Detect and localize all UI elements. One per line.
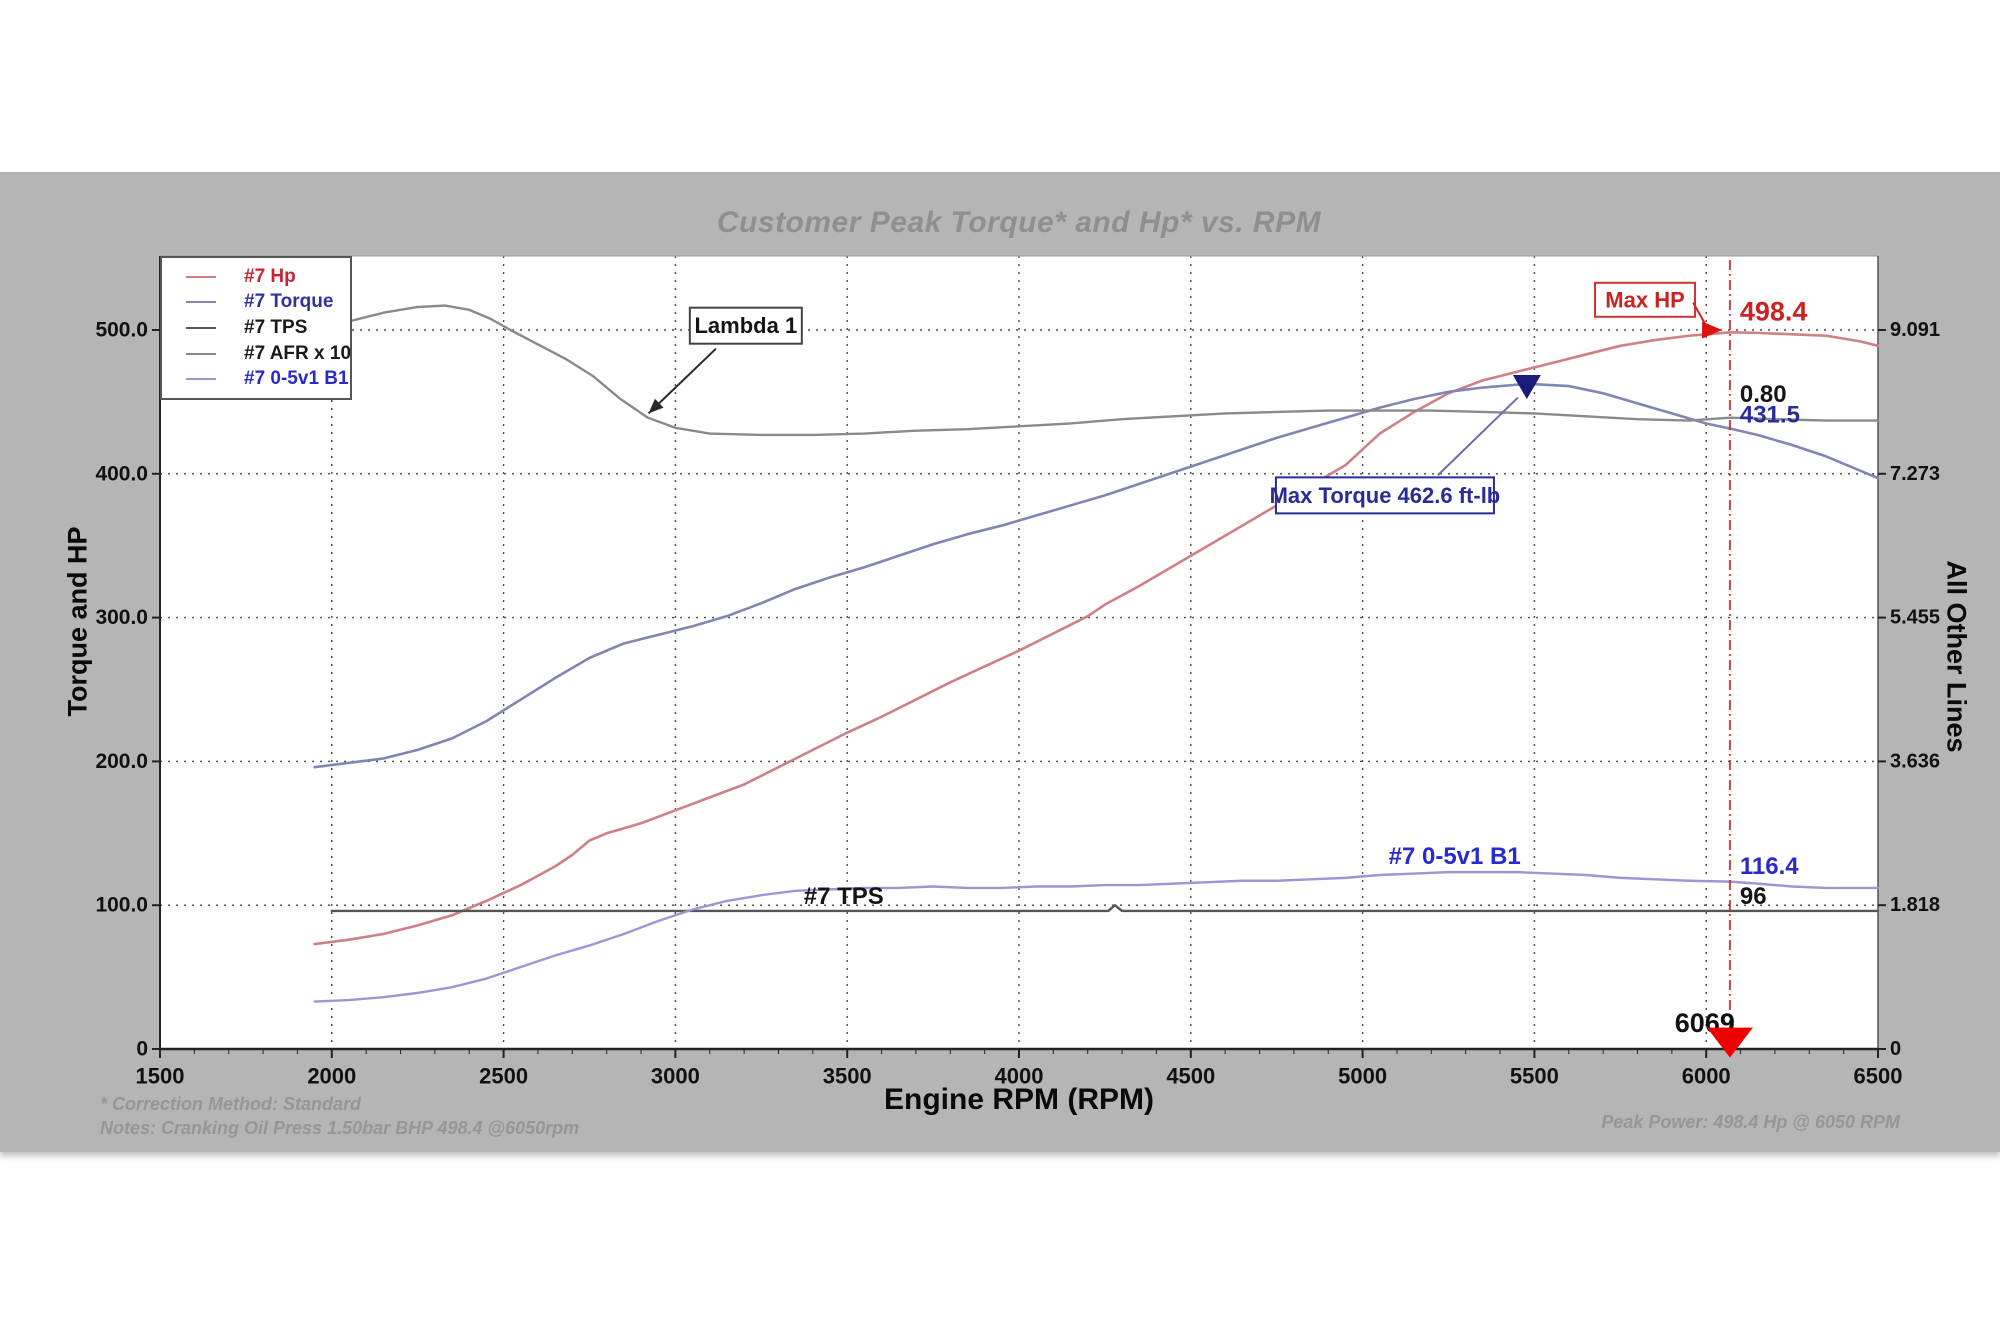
svg-text:2500: 2500 <box>479 1064 528 1089</box>
svg-text:1500: 1500 <box>136 1064 185 1089</box>
svg-text:7.273: 7.273 <box>1890 463 1940 485</box>
peak-power-note: Peak Power: 498.4 Hp @ 6050 RPM <box>1601 1112 1900 1132</box>
svg-text:Max Torque 462.6 ft-lb: Max Torque 462.6 ft-lb <box>1270 483 1501 508</box>
svg-text:431.5: 431.5 <box>1740 401 1800 428</box>
legend-label-torque: #7 Torque <box>244 291 334 313</box>
x-axis-label: Engine RPM (RPM) <box>884 1083 1154 1116</box>
svg-text:Lambda 1: Lambda 1 <box>694 313 797 338</box>
svg-text:300.0: 300.0 <box>95 606 148 629</box>
legend: #7 Hp #7 Torque #7 TPS #7 AFR x 10 #7 0-… <box>160 256 352 400</box>
run-notes: Notes: Cranking Oil Press 1.50bar BHP 49… <box>100 1118 580 1138</box>
svg-text:3000: 3000 <box>651 1064 700 1089</box>
svg-text:200.0: 200.0 <box>95 750 148 773</box>
legend-item-0-5v1: #7 0-5v1 B1 <box>186 368 350 390</box>
svg-text:96: 96 <box>1740 883 1767 910</box>
legend-label-tps: #7 TPS <box>244 316 308 338</box>
legend-label-0-5v1: #7 0-5v1 B1 <box>244 368 349 390</box>
svg-text:4500: 4500 <box>1166 1064 1215 1089</box>
0-5v1-line-swatch <box>186 378 216 381</box>
svg-text:5500: 5500 <box>1510 1064 1559 1089</box>
torque-line-swatch <box>186 301 216 304</box>
svg-text:500.0: 500.0 <box>95 319 148 342</box>
svg-text:5.455: 5.455 <box>1890 607 1940 629</box>
svg-text:4000: 4000 <box>995 1064 1044 1089</box>
legend-item-afr: #7 AFR x 10 <box>186 342 352 365</box>
svg-text:9.091: 9.091 <box>1890 319 1940 341</box>
svg-text:6000: 6000 <box>1682 1064 1731 1089</box>
correction-method-note: * Correction Method: Standard <box>100 1094 362 1114</box>
svg-text:0: 0 <box>136 1038 148 1061</box>
legend-item-hp: #7 Hp <box>186 266 350 288</box>
tps-line-swatch <box>186 326 216 329</box>
svg-text:0: 0 <box>1890 1038 1901 1060</box>
svg-text:100.0: 100.0 <box>95 894 148 917</box>
svg-text:5000: 5000 <box>1338 1064 1387 1089</box>
svg-text:1.818: 1.818 <box>1890 894 1940 916</box>
svg-text:498.4: 498.4 <box>1740 296 1808 326</box>
hp-line-swatch <box>186 275 216 278</box>
svg-text:3500: 3500 <box>823 1064 872 1089</box>
svg-text:400.0: 400.0 <box>95 462 148 485</box>
legend-label-afr: #7 AFR x 10 <box>244 342 352 364</box>
y-axis-label-left: Torque and HP <box>62 526 93 717</box>
legend-item-tps: #7 TPS <box>186 317 350 339</box>
afr-line-swatch <box>186 352 216 355</box>
y-axis-label-right: All Other Lines <box>1941 560 1972 753</box>
svg-text:0.80: 0.80 <box>1740 381 1787 408</box>
chart-title: Customer Peak Torque* and Hp* vs. RPM <box>716 206 1322 239</box>
svg-text:#7 0-5v1 B1: #7 0-5v1 B1 <box>1389 843 1521 870</box>
legend-label-hp: #7 Hp <box>244 265 296 287</box>
svg-text:3.636: 3.636 <box>1890 750 1940 772</box>
svg-text:116.4: 116.4 <box>1740 853 1799 880</box>
svg-text:Max HP: Max HP <box>1605 287 1684 312</box>
svg-text:2000: 2000 <box>307 1064 356 1089</box>
legend-item-torque: #7 Torque <box>186 291 350 313</box>
svg-text:6500: 6500 <box>1854 1064 1903 1089</box>
svg-text:#7 TPS: #7 TPS <box>804 883 884 910</box>
